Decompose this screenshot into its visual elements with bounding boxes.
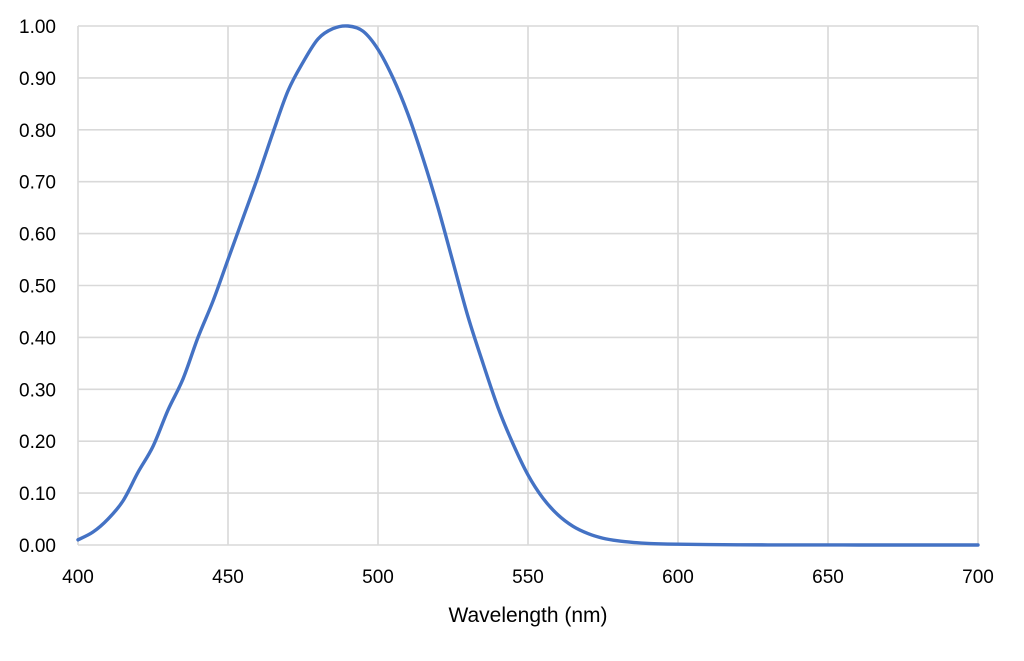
y-tick-label: 0.90	[19, 69, 56, 90]
y-tick-label: 0.20	[19, 432, 56, 453]
y-tick-label: 1.00	[19, 17, 56, 38]
x-tick-label: 500	[362, 567, 394, 588]
x-tick-label: 550	[512, 567, 544, 588]
y-tick-label: 0.30	[19, 380, 56, 401]
y-tick-label: 0.70	[19, 173, 56, 194]
horizontal-gridlines	[78, 25, 978, 546]
y-tick-label: 0.80	[19, 121, 56, 142]
x-tick-label: 600	[662, 567, 694, 588]
x-tick-label: 650	[812, 567, 844, 588]
x-axis-tick-labels: 400 450 500 550 600 650 700	[62, 567, 994, 588]
series-lines	[76, 24, 980, 547]
y-tick-label: 0.10	[19, 484, 56, 505]
y-tick-label: 0.50	[19, 277, 56, 298]
x-tick-label: 400	[62, 567, 94, 588]
x-tick-label: 450	[212, 567, 244, 588]
x-axis-title: Wavelength (nm)	[448, 604, 607, 627]
y-tick-label: 0.40	[19, 328, 56, 349]
y-tick-label: 0.60	[19, 225, 56, 246]
x-tick-label: 700	[962, 567, 994, 588]
y-tick-label: 0.00	[19, 536, 56, 557]
series-line	[76, 24, 980, 547]
y-axis-tick-labels: 0.00 0.10 0.20 0.30 0.40 0.50 0.60 0.70 0.80 0.90…	[19, 17, 56, 557]
